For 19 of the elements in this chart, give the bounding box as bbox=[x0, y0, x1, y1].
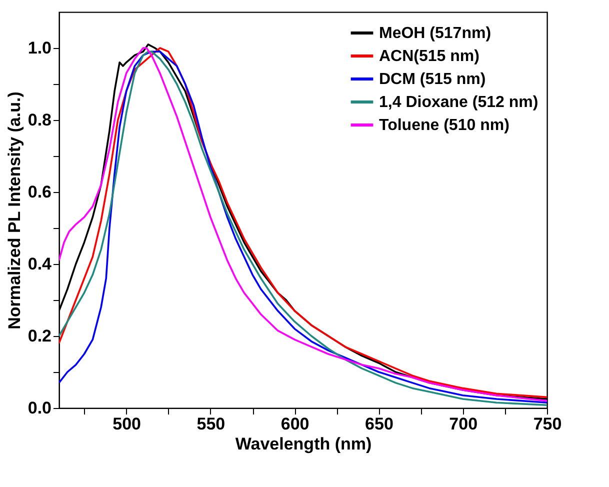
x-tick-label: 550 bbox=[196, 414, 226, 434]
legend-label: DCM (515 nm) bbox=[379, 71, 486, 88]
legend-label: Toluene (510 nm) bbox=[379, 117, 510, 134]
x-tick-label: 650 bbox=[365, 414, 394, 434]
x-tick-label: 600 bbox=[280, 414, 310, 434]
legend-label: MeOH (517nm) bbox=[379, 25, 492, 42]
y-tick-label: 0.0 bbox=[28, 398, 52, 418]
y-tick-label: 0.8 bbox=[28, 110, 52, 130]
y-axis-title: Normalized PL Intensity (a.u.) bbox=[4, 92, 24, 330]
legend-label: ACN(515 nm) bbox=[379, 48, 480, 65]
x-tick-label: 750 bbox=[533, 414, 562, 434]
legend-label: 1,4 Dioxane (512 nm) bbox=[379, 94, 538, 111]
y-tick-label: 0.6 bbox=[28, 182, 52, 202]
x-tick-label: 700 bbox=[449, 414, 478, 434]
y-tick-label: 0.4 bbox=[28, 254, 52, 274]
y-tick-label: 0.2 bbox=[28, 326, 52, 346]
x-axis-title: Wavelength (nm) bbox=[235, 434, 372, 454]
x-tick-label: 500 bbox=[112, 414, 141, 434]
y-tick-label: 1.0 bbox=[28, 38, 52, 58]
